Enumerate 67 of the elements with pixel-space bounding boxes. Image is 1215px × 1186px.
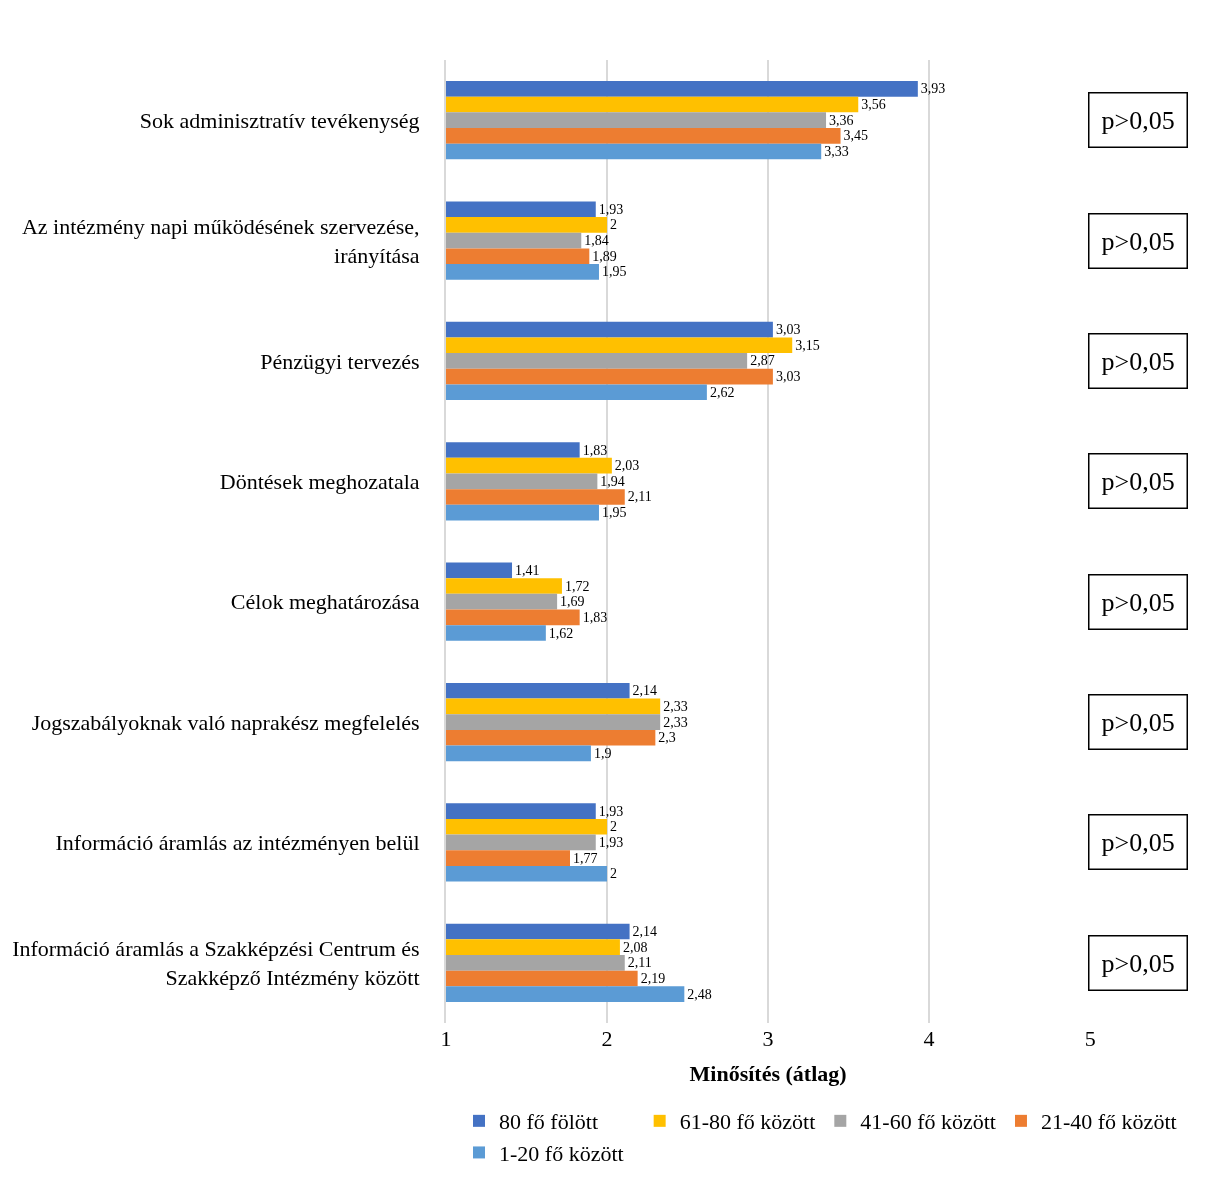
data-label: 1,93 (598, 201, 624, 217)
data-label: 1,95 (601, 264, 627, 280)
data-label: 1,77 (573, 850, 598, 866)
text: p>0,05 (1101, 707, 1175, 737)
data-label: 1,62 (548, 625, 574, 641)
x-tick-label: 2 (601, 1026, 613, 1051)
legend-label: 1-20 fő között (499, 1141, 624, 1167)
y-tick-label: Döntések meghozatala (219, 469, 420, 495)
data-label: 1,69 (560, 594, 585, 610)
data-label: 2 (610, 866, 618, 882)
data-label: 2,14 (632, 683, 658, 699)
data-label: 3,15 (795, 337, 820, 353)
data-label: 1,95 (601, 505, 627, 521)
data-label: 2,11 (627, 489, 652, 505)
data-label: 2 (610, 819, 618, 835)
data-label: 1,83 (582, 442, 608, 458)
data-label: 1,93 (598, 803, 624, 819)
data-label: 2,3 (658, 730, 676, 746)
data-label: 3,03 (775, 322, 801, 338)
x-axis-title: Minősítés (átlag) (689, 1060, 847, 1086)
data-label: 2,03 (614, 458, 640, 474)
data-label: 2,87 (750, 353, 775, 369)
text: p>0,05 (1101, 948, 1175, 978)
text: p>0,05 (1101, 587, 1175, 617)
data-label: 3,36 (829, 112, 854, 128)
legend-label: 21-40 fő között (1040, 1109, 1177, 1135)
data-label: 3,33 (824, 144, 849, 160)
data-label: 1,41 (515, 562, 540, 578)
y-tick-label: Célok meghatározása (230, 589, 420, 615)
data-label: 1,94 (600, 473, 625, 489)
data-label: 2,33 (663, 714, 688, 730)
data-label: 1,89 (592, 248, 617, 264)
data-label: 3,03 (775, 369, 801, 385)
data-label: 1,93 (598, 834, 624, 850)
data-label: 3,93 (920, 81, 946, 97)
data-label: 1,83 (582, 609, 608, 625)
data-label: 1,84 (584, 233, 609, 249)
data-label: 3,45 (843, 128, 869, 144)
text: p>0,05 (1101, 466, 1175, 496)
data-label: 1,72 (564, 578, 590, 594)
legend-label: 41-60 fő között (860, 1109, 996, 1135)
y-tick-label: Pénzügyi tervezés (260, 348, 420, 374)
y-tick-label: Sok adminisztratív tevékenység (139, 107, 420, 133)
legend-label: 80 fő fölött (499, 1109, 598, 1135)
x-tick-label: 4 (923, 1026, 935, 1051)
data-label: 1,9 (593, 745, 612, 761)
text: p>0,05 (1101, 827, 1175, 857)
data-label: 2,08 (622, 939, 648, 955)
data-label: 2 (610, 217, 618, 233)
text: p>0,05 (1101, 226, 1175, 256)
x-tick-label: 5 (1084, 1026, 1096, 1051)
text: p>0,05 (1101, 105, 1175, 135)
data-label: 2,48 (687, 986, 712, 1002)
y-tick-label: Az intézmény napi működésének szervezése, irányítása (21, 213, 420, 268)
x-tick-label: 1 (440, 1026, 452, 1051)
y-tick-label: Információ áramlás a Szakképzési Centrum és Szakképző Intézmény között (12, 936, 420, 990)
data-label: 2,11 (627, 955, 652, 971)
text: p>0,05 (1101, 346, 1175, 376)
data-label: 2,14 (632, 924, 658, 940)
x-tick-label: 3 (762, 1026, 774, 1051)
y-tick-label: Információ áramlás az intézményen belül (55, 830, 420, 856)
data-label: 2,33 (663, 698, 688, 714)
data-label: 2,19 (640, 971, 666, 986)
data-label: 3,56 (861, 97, 886, 113)
data-label: 2,62 (709, 384, 735, 400)
y-tick-label: Jogszabályoknak való naprakész megfelelés (31, 709, 420, 735)
legend-label: 61-80 fő között (679, 1109, 816, 1135)
